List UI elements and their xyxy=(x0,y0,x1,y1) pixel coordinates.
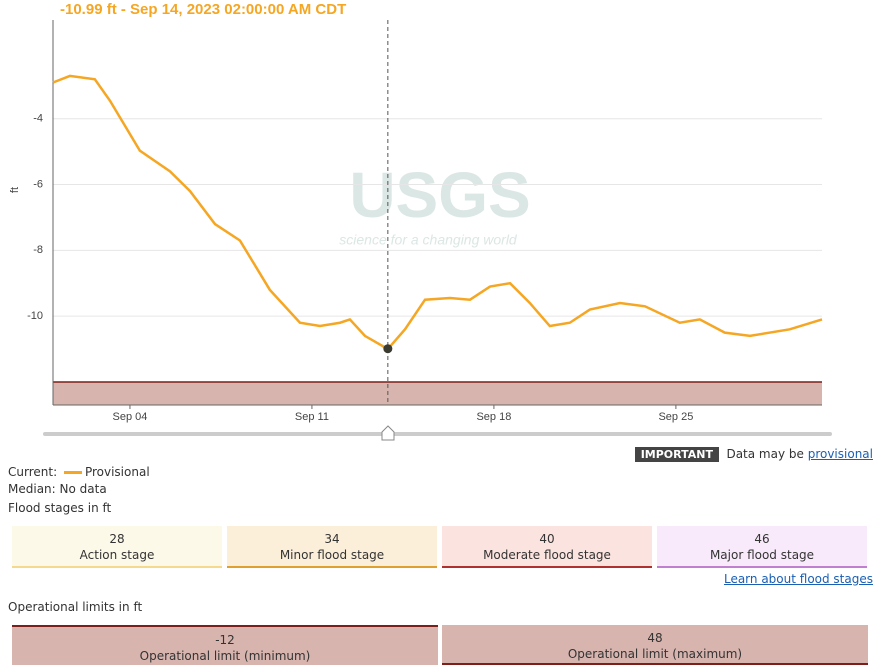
provisional-link[interactable]: provisional xyxy=(807,447,873,461)
flood-stage-value: 46 xyxy=(754,532,770,546)
slider-handle[interactable] xyxy=(381,425,395,441)
x-tick-label: Sep 25 xyxy=(658,411,693,423)
operational-limit-value: -12 xyxy=(215,633,235,647)
y-axis-label: ft xyxy=(9,187,21,193)
x-tick-label: Sep 04 xyxy=(113,411,148,423)
flood-stage-value: 40 xyxy=(539,532,555,546)
y-tick-label: -4 xyxy=(33,113,43,125)
flood-stage-label: Moderate flood stage xyxy=(483,548,611,562)
operational-min-band xyxy=(53,381,822,405)
legend-label: Median: xyxy=(8,482,56,496)
flood-stage-box: 40 Moderate flood stage xyxy=(442,526,652,568)
y-tick-label: -10 xyxy=(27,310,43,322)
flood-link-wrap: Learn about flood stages xyxy=(724,572,873,586)
notice-text: Data may be xyxy=(726,447,808,461)
legend-label: Current: xyxy=(8,465,58,479)
legend-swatch xyxy=(63,471,82,474)
section-title: Operational limits in ft xyxy=(8,600,143,614)
operational-limit-value: 48 xyxy=(647,631,663,645)
section-title: Flood stages in ft xyxy=(8,501,112,515)
flood-stage-label: Action stage xyxy=(79,548,155,562)
flood-stage-value: 28 xyxy=(109,532,125,546)
flood-stage-box: 34 Minor flood stage xyxy=(227,526,437,568)
flood-stage-label: Minor flood stage xyxy=(279,548,385,562)
flood-stages-link[interactable]: Learn about flood stages xyxy=(723,572,873,586)
data-line xyxy=(52,74,823,351)
legend-current: Current: Provisional xyxy=(8,465,150,479)
operational-limit-box: -12 Operational limit (minimum) xyxy=(12,625,438,665)
y-tick-label: -8 xyxy=(33,244,43,256)
notice: Data may be provisional xyxy=(726,447,873,461)
flood-stage-box: 28 Action stage xyxy=(12,526,222,568)
y-tick-label: -6 xyxy=(33,178,43,190)
watermark-tagline: science for a changing world xyxy=(339,232,518,248)
flood-stage-box: 46 Major flood stage xyxy=(657,526,867,568)
operational-limit-label: Operational limit (minimum) xyxy=(139,649,311,663)
important-badge: IMPORTANT xyxy=(634,447,719,462)
watermark: USGS xyxy=(349,159,530,231)
cursor-point xyxy=(383,344,393,354)
operational-limit-box: 48 Operational limit (maximum) xyxy=(442,625,868,665)
chart: -10.99 ft - Sep 14, 2023 02:00:00 AM CDT… xyxy=(9,1,832,441)
chart-title: -10.99 ft - Sep 14, 2023 02:00:00 AM CDT xyxy=(60,1,346,18)
x-tick-label: Sep 11 xyxy=(295,411,329,423)
x-tick-label: Sep 18 xyxy=(476,411,511,423)
operational-limit-label: Operational limit (maximum) xyxy=(567,647,743,661)
flood-stage-label: Major flood stage xyxy=(709,548,815,562)
legend-value: No data xyxy=(59,482,107,496)
legend-median: Median: No data xyxy=(8,482,107,496)
flood-stage-value: 34 xyxy=(324,532,340,546)
legend-series: Provisional xyxy=(84,465,150,479)
